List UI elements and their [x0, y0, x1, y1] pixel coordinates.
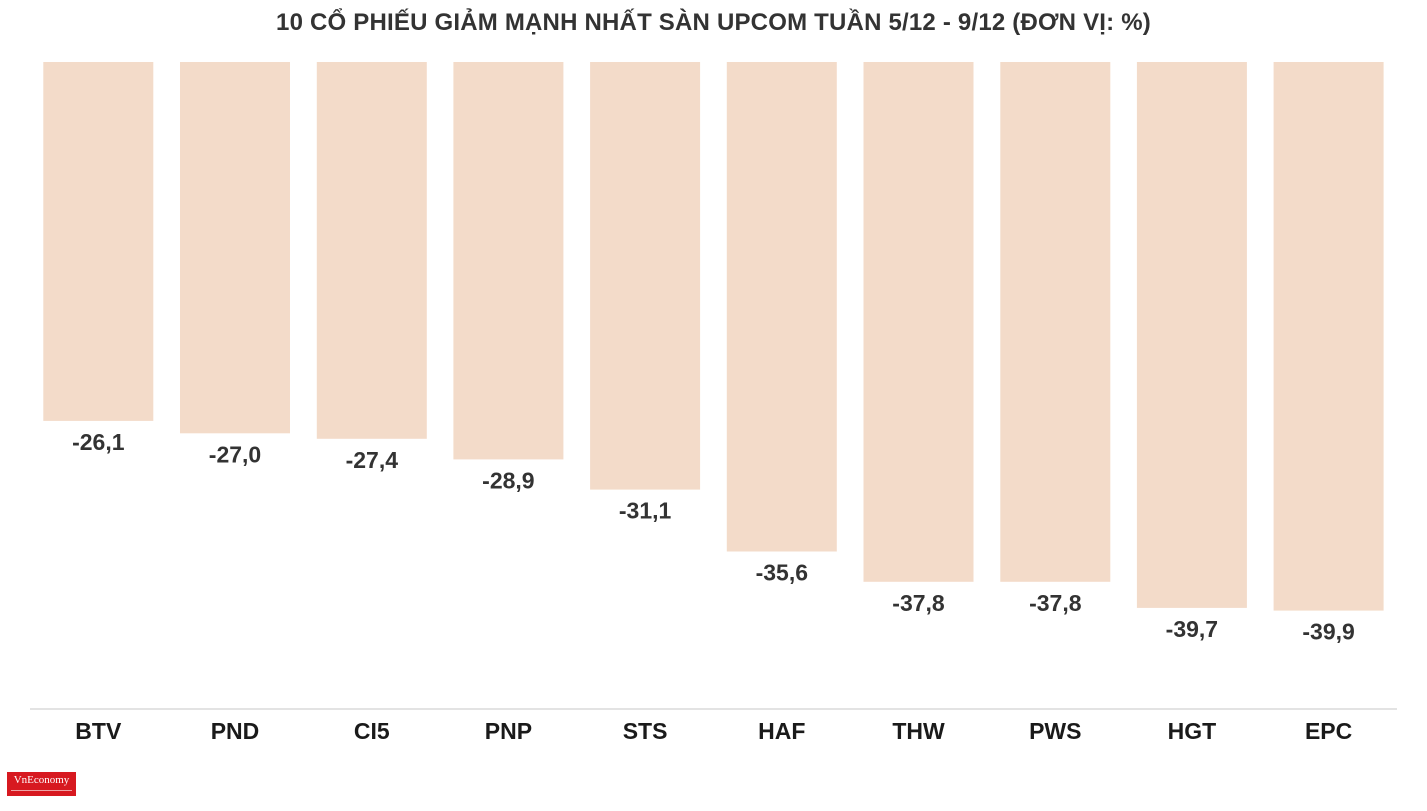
bar-pnp	[453, 62, 564, 460]
bar-haf	[726, 62, 837, 552]
bar-thw	[863, 62, 974, 582]
value-label-btv: -26,1	[72, 429, 125, 455]
category-label-haf: HAF	[758, 718, 805, 744]
category-label-hgt: HGT	[1168, 718, 1217, 744]
bars-layer	[43, 62, 1384, 611]
value-label-epc: -39,9	[1302, 619, 1354, 645]
category-label-epc: EPC	[1305, 718, 1352, 744]
category-label-thw: THW	[892, 718, 945, 744]
value-label-hgt: -39,7	[1166, 616, 1218, 642]
bar-ci5	[316, 62, 427, 439]
bar-pws	[1000, 62, 1111, 582]
bar-btv	[43, 62, 154, 421]
value-label-pws: -37,8	[1029, 590, 1082, 616]
category-labels-layer: BTV PND CI5 PNP STS HAF THW PWS HGT EPC	[75, 718, 1352, 744]
category-label-ci5: CI5	[354, 718, 390, 744]
value-label-pnd: -27,0	[209, 441, 261, 467]
category-label-pnp: PNP	[485, 718, 532, 744]
category-label-btv: BTV	[75, 718, 122, 744]
category-label-sts: STS	[623, 718, 668, 744]
value-label-thw: -37,8	[892, 590, 945, 616]
chart-title: 10 CỔ PHIẾU GIẢM MẠNH NHẤT SÀN UPCOM TUẦ…	[276, 9, 1151, 36]
logo-text: VnEconomy	[13, 774, 70, 786]
bar-epc	[1273, 62, 1384, 611]
value-label-ci5: -27,4	[346, 447, 399, 473]
value-label-haf: -35,6	[756, 560, 808, 586]
category-label-pnd: PND	[211, 718, 260, 744]
bar-sts	[590, 62, 701, 490]
bar-hgt	[1136, 62, 1247, 608]
value-labels-layer: -26,1 -27,0 -27,4 -28,9 -31,1 -35,6 -37,8 -37,8…	[72, 429, 1355, 645]
logo-underline	[11, 790, 72, 791]
vneconomy-logo: VnEconomy	[7, 772, 76, 796]
bar-pnd	[180, 62, 290, 434]
value-label-sts: -31,1	[619, 498, 672, 524]
value-label-pnp: -28,9	[482, 467, 534, 493]
category-label-pws: PWS	[1029, 718, 1081, 744]
